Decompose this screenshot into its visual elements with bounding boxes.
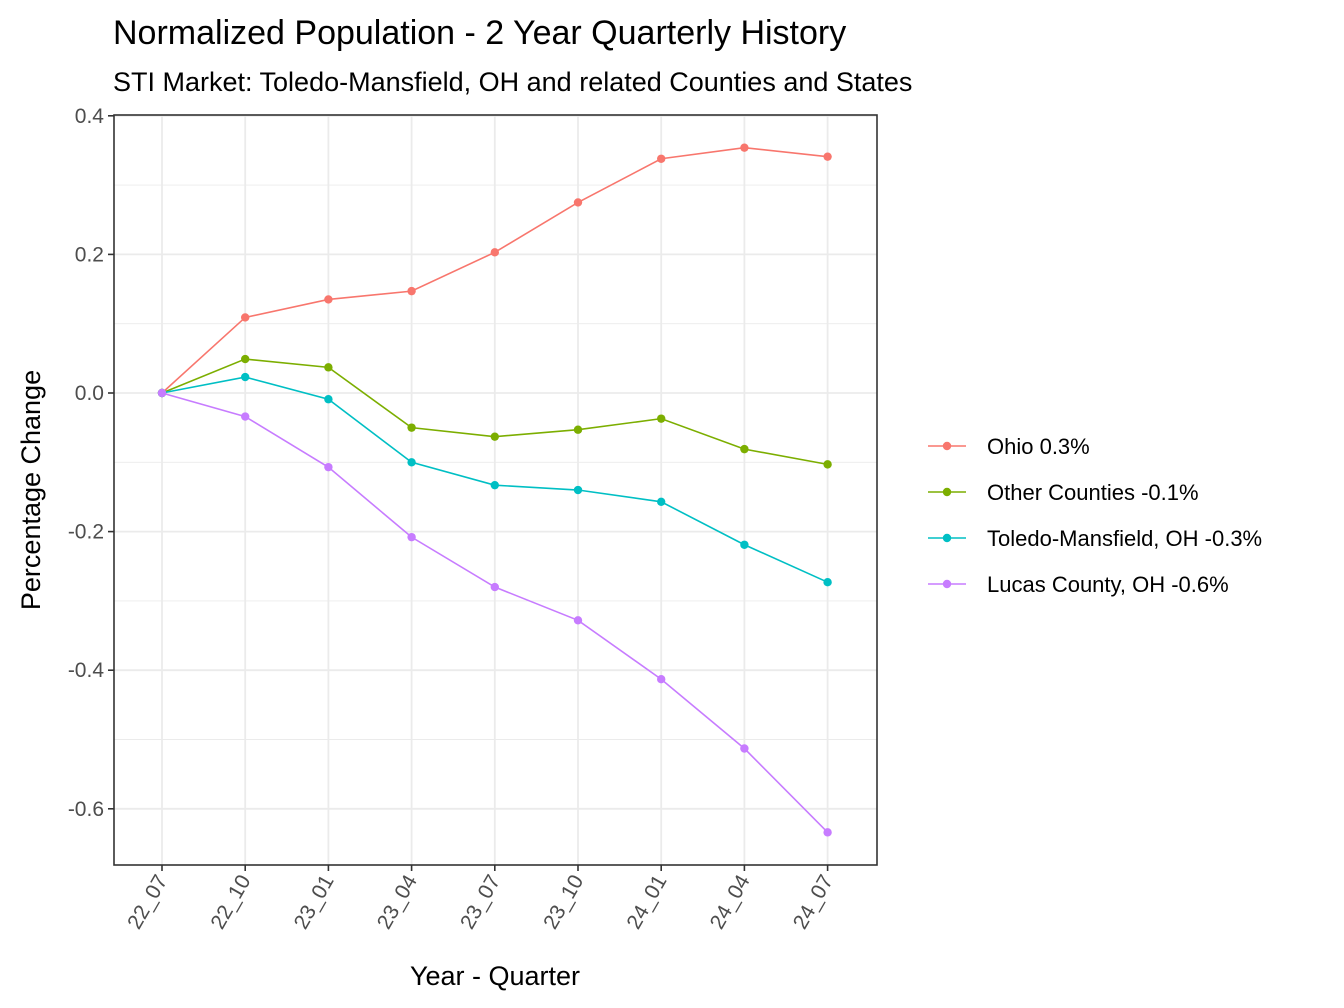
legend-key-point [942,579,952,589]
chart-title: Normalized Population - 2 Year Quarterly… [113,14,846,52]
legend-key-point [942,441,952,451]
data-point [573,485,583,495]
data-point [407,458,416,467]
y-axis-title: Percentage Change [16,370,46,610]
y-tick-label: -0.6 [68,798,104,821]
data-point [241,354,250,364]
data-point [241,372,250,382]
data-point [241,313,250,322]
data-point [657,675,666,684]
legend-label: Ohio 0.3% [987,434,1090,459]
data-point [241,412,250,421]
data-point [740,444,749,454]
data-point [324,295,333,304]
data-point [573,616,583,625]
legend: Ohio 0.3% Other Counties -0.1% Toledo-Mans… [928,434,1262,597]
legend-label: Lucas County, OH -0.6% [987,572,1229,597]
x-axis: 22_07 22_10 23_01 23_04 23_07 23_10 24_01 24_04… [123,865,838,933]
y-tick-label: -0.4 [68,659,105,682]
y-tick-label: 0.0 [75,382,104,405]
y-tick-label: -0.2 [68,521,104,544]
series-layer [157,143,832,837]
y-tick-label: 0.4 [75,105,105,128]
data-point [324,363,333,372]
y-axis: 0.4 0.2 0.0 -0.2 -0.4 -0.6 [68,105,114,821]
data-point [657,414,666,423]
data-point [657,497,666,507]
x-tick-label: 23_10 [539,871,588,933]
legend-key-point [942,533,952,543]
data-point [407,532,416,542]
x-tick-label: 23_04 [373,871,422,933]
x-tick-label: 24_01 [622,871,671,933]
data-point [407,423,416,432]
data-point [490,582,499,592]
x-tick-label: 24_04 [706,871,755,933]
y-tick-label: 0.2 [75,243,104,266]
x-axis-title: Year - Quarter [410,961,580,991]
legend-label: Toledo-Mansfield, OH -0.3% [987,526,1262,551]
x-tick-label: 24_07 [789,871,838,933]
chart-subtitle: STI Market: Toledo-Mansfield, OH and rel… [113,67,912,97]
data-point [490,480,499,490]
data-point [823,460,832,469]
data-point [740,540,749,549]
x-tick-label: 23_07 [456,871,505,933]
data-point [490,432,499,441]
data-point [740,744,749,753]
x-tick-label: 23_01 [290,871,339,933]
data-point [573,425,583,434]
x-tick-label: 22_10 [206,871,255,933]
data-point [573,198,583,207]
data-point [657,154,666,163]
data-point [407,286,416,296]
data-point [823,152,832,161]
data-point [490,248,499,257]
major-gridlines [114,114,877,865]
data-point [740,143,749,152]
legend-label: Other Counties -0.1% [987,480,1199,505]
data-point [823,577,832,587]
legend-key-point [942,487,952,497]
data-point [157,388,167,398]
data-point [324,395,333,404]
x-tick-label: 22_07 [123,871,172,933]
data-point [823,828,832,837]
data-point [324,462,333,472]
